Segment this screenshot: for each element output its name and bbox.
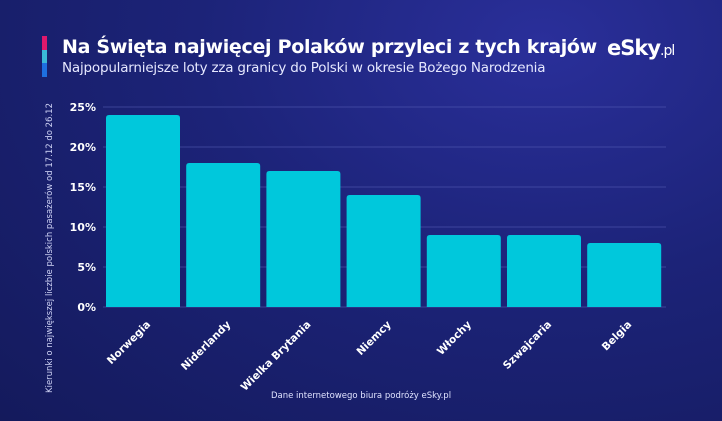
x-tick-label: Norwegia [105, 319, 153, 367]
x-tick-label: Niderlandy [179, 319, 233, 373]
accent-stripe-blue [42, 63, 47, 77]
x-tick-label: Wielka Brytania [239, 319, 314, 394]
bar [186, 163, 261, 307]
bar [507, 235, 581, 307]
bar [346, 195, 421, 307]
bar [587, 243, 662, 307]
accent-stripe-cyan [42, 50, 47, 63]
bar [266, 171, 341, 307]
y-tick-label: 25% [70, 101, 96, 114]
bar [106, 115, 180, 307]
accent-stripe-pink [42, 36, 47, 50]
y-tick-label: 5% [77, 261, 96, 274]
source-note: Dane internetowego biura podróży eSky.pl [270, 391, 452, 401]
x-tick-label: Niemcy [354, 319, 393, 358]
y-tick-label: 0% [77, 301, 96, 314]
x-tick-label: Włochy [435, 319, 474, 358]
y-tick-label: 15% [70, 181, 96, 194]
y-tick-label: 10% [70, 221, 96, 234]
chart-title: Na Święta najwięcej Polaków przyleci z t… [62, 36, 597, 58]
y-tick-label: 20% [70, 141, 96, 154]
x-tick-label: Belgia [600, 319, 635, 354]
x-tick-label: Szwajcaria [501, 319, 554, 372]
esky-logo: eSky.pl [607, 36, 675, 60]
chart-subtitle: Najpopularniejsze loty zza granicy do Po… [62, 60, 546, 76]
bar [426, 235, 501, 307]
